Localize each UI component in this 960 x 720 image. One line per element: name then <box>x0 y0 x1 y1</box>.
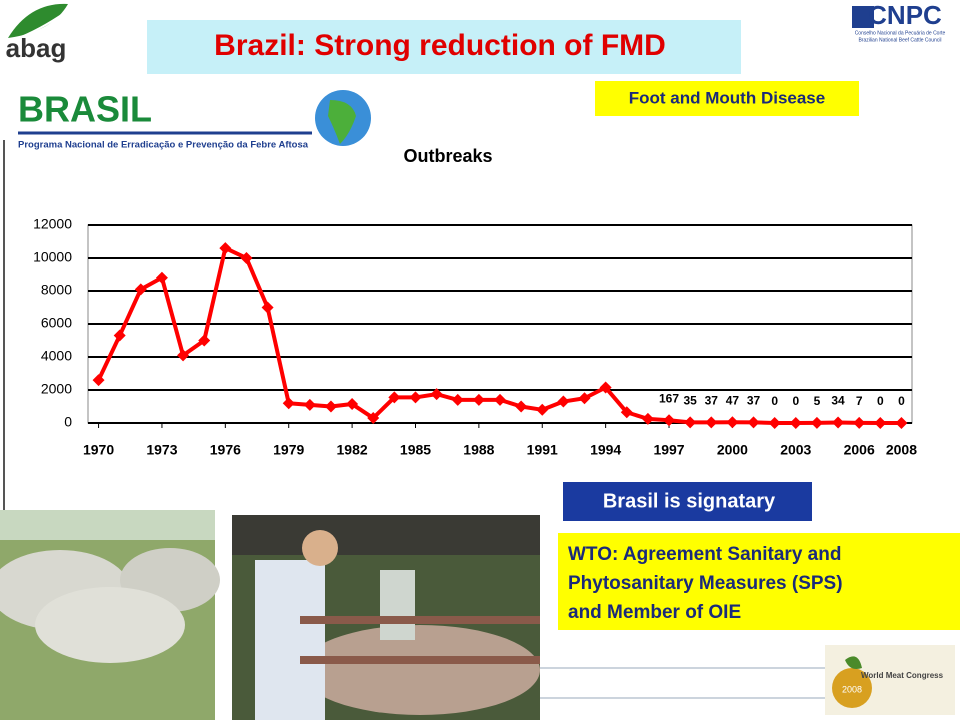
chart-title: Outbreaks <box>403 146 492 166</box>
point-marker <box>599 381 612 394</box>
point-marker <box>641 412 654 425</box>
x-tick-label: 1988 <box>463 442 494 458</box>
point-marker <box>515 400 528 413</box>
value-label: 167 <box>659 391 679 405</box>
cnpc-text: CNPC <box>868 0 942 30</box>
value-label: 37 <box>747 394 761 408</box>
x-tick-label: 2006 <box>844 442 875 458</box>
point-marker <box>113 329 126 342</box>
point-marker <box>240 252 253 264</box>
x-tick-label: 1997 <box>653 442 684 458</box>
point-marker <box>853 416 866 429</box>
vet-photo <box>232 515 540 720</box>
point-marker <box>324 400 337 413</box>
point-marker <box>578 392 591 405</box>
y-tick-label: 8000 <box>41 282 72 298</box>
badge-box <box>595 81 859 116</box>
slide-title: Brazil: Strong reduction of FMD <box>214 29 666 62</box>
point-marker <box>620 406 633 419</box>
point-marker <box>367 412 380 425</box>
value-label: 0 <box>877 394 884 408</box>
cnpc-line2: Brazilian National Beef Cattle Council <box>858 37 941 43</box>
wto-line: Phytosanitary Measures (SPS) <box>568 573 843 594</box>
congress-logo: World Meat Congress 2008 <box>825 645 955 715</box>
point-marker <box>810 416 823 429</box>
x-tick-label: 1970 <box>83 442 114 458</box>
globe-land <box>328 100 356 144</box>
value-label: 47 <box>726 393 740 407</box>
signatory-box <box>563 482 812 521</box>
value-label: 5 <box>814 394 821 408</box>
point-marker <box>409 391 422 404</box>
program-name: BRASIL <box>18 89 152 130</box>
point-marker <box>768 417 781 429</box>
point-marker <box>895 417 908 429</box>
badge-text: Foot and Mouth Disease <box>629 88 825 107</box>
x-tick-label: 2000 <box>717 442 748 458</box>
point-marker <box>874 417 887 429</box>
x-tick-label: 1979 <box>273 442 304 458</box>
cnpc-line1: Conselho Nacional da Pecuária de Corte <box>855 30 946 36</box>
y-tick-label: 0 <box>64 414 72 430</box>
value-label: 37 <box>705 394 719 408</box>
point-marker <box>451 393 464 406</box>
wto-line: WTO: Agreement Sanitary and <box>568 544 841 565</box>
point-marker <box>155 271 168 284</box>
x-tick-label: 1976 <box>210 442 241 458</box>
x-tick-label: 2003 <box>780 442 811 458</box>
abag-text: abag <box>6 33 67 63</box>
wto-line: and Member of OIE <box>568 602 741 623</box>
point-marker <box>789 417 802 429</box>
point-marker <box>494 393 506 406</box>
x-tick-label: 1982 <box>337 442 368 458</box>
x-tick-label: 2008 <box>886 442 917 458</box>
point-marker <box>557 395 570 408</box>
x-tick-label: 1994 <box>590 442 621 458</box>
cnpc-logo: CNPC Conselho Nacional da Pecuária de Co… <box>852 0 946 43</box>
y-tick-label: 2000 <box>41 381 72 397</box>
point-marker <box>684 416 697 429</box>
point-marker <box>177 349 190 362</box>
title-box <box>147 20 741 74</box>
congress-year: 2008 <box>842 684 862 694</box>
y-tick-label: 6000 <box>41 315 72 331</box>
value-label: 0 <box>792 394 799 408</box>
point-marker <box>832 416 845 429</box>
y-tick-label: 4000 <box>41 348 72 364</box>
plot: 0 2000 4000 6000 8000 10000 12000 1970 1973 1976 1… <box>33 216 917 458</box>
congress-text: World Meat Congress <box>861 671 944 680</box>
point-marker <box>430 388 443 401</box>
value-label: 35 <box>683 394 697 408</box>
value-label: 0 <box>771 394 778 408</box>
point-marker <box>705 416 718 429</box>
value-label: 0 <box>898 394 905 408</box>
cattle-photo <box>0 510 220 720</box>
y-tick-label: 10000 <box>33 249 72 265</box>
point-marker <box>92 374 105 387</box>
point-marker <box>726 416 739 429</box>
x-tick-label: 1985 <box>400 442 431 458</box>
point-marker <box>747 416 760 429</box>
value-label: 7 <box>856 394 863 408</box>
program-subtitle: Programa Nacional de Erradicação e Preve… <box>18 140 309 151</box>
point-marker <box>261 301 274 314</box>
point-marker <box>472 393 485 406</box>
signatory-text: Brasil is signatary <box>603 490 776 512</box>
point-marker <box>134 283 147 296</box>
point-marker <box>219 242 232 255</box>
point-marker <box>663 414 676 427</box>
x-tick-label: 1991 <box>527 442 558 458</box>
point-marker <box>346 398 359 411</box>
wto-box <box>558 533 960 630</box>
point-marker <box>282 397 295 410</box>
value-label: 34 <box>831 394 845 408</box>
point-marker <box>303 398 316 411</box>
abag-logo: abag <box>6 3 68 63</box>
point-marker <box>198 334 211 347</box>
y-tick-label: 12000 <box>33 216 72 232</box>
point-marker <box>536 403 549 416</box>
x-tick-label: 1973 <box>146 442 177 458</box>
point-marker <box>388 391 401 404</box>
